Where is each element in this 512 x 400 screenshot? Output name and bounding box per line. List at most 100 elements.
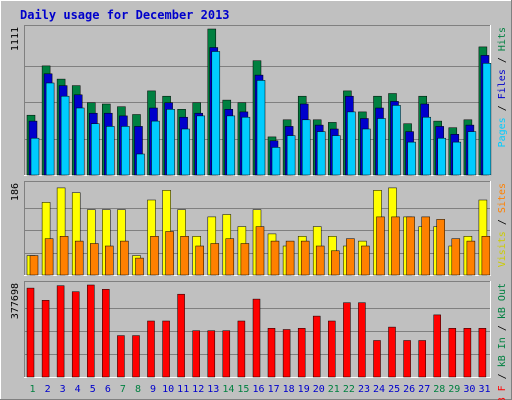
x-tick-label-day-26: 26 (403, 384, 415, 395)
bar-kb-f-day-11 (177, 293, 185, 378)
bar-pages-day-23 (362, 128, 371, 176)
bar-sites-day-11 (180, 236, 189, 276)
legend-part: kB In (497, 337, 508, 367)
bar-sites-day-3 (59, 236, 69, 276)
x-tick-label-day-4: 4 (75, 384, 81, 395)
bar-sites-day-26 (406, 216, 415, 276)
bar-pages-day-30 (467, 131, 477, 176)
bar-sites-day-24 (376, 216, 385, 276)
x-tick-label-day-21: 21 (328, 384, 340, 395)
bar-kb-f-day-10 (162, 320, 170, 378)
right-axis-legend: Pages / Files / Hits (497, 27, 508, 147)
bar-kb-f-day-30 (463, 328, 472, 378)
bar-kb-f-day-4 (71, 291, 80, 378)
bar-pages-day-21 (332, 135, 341, 176)
bar-kb-f-day-5 (87, 284, 95, 378)
bar-kb-f-day-3 (56, 285, 65, 378)
bar-kb-f-day-20 (312, 315, 321, 378)
x-tick-label-day-29: 29 (448, 384, 460, 395)
x-tick-label-day-5: 5 (90, 384, 96, 395)
x-tick-label-day-31: 31 (478, 384, 490, 395)
bar-pages-day-22 (347, 111, 356, 176)
bar-kb-f-day-18 (282, 329, 291, 378)
bar-pages-day-17 (271, 147, 281, 176)
y-max-label: 377698 (10, 283, 21, 319)
bar-sites-day-29 (451, 238, 461, 276)
x-tick-label-day-13: 13 (207, 384, 219, 395)
x-tick-label-day-8: 8 (135, 384, 141, 395)
bar-pages-day-6 (106, 126, 115, 176)
bar-kb-f-day-13 (207, 330, 216, 378)
legend-part: / (497, 367, 508, 385)
legend-part: / (497, 51, 508, 69)
bar-sites-day-21 (331, 250, 340, 276)
bar-sites-day-14 (225, 238, 235, 276)
right-axis-legend: kB F / kB In / kB Out (497, 283, 508, 400)
x-tick-label-day-11: 11 (177, 384, 189, 395)
bar-pages-day-1 (30, 137, 40, 176)
x-tick-label-day-22: 22 (343, 384, 355, 395)
y-max-label: 1111 (10, 27, 21, 51)
bar-kb-f-day-14 (222, 330, 231, 378)
bar-sites-day-2 (44, 238, 54, 276)
bar-pages-day-9 (151, 120, 160, 176)
legend-part: Files (497, 69, 508, 99)
bar-kb-f-day-17 (267, 328, 276, 378)
bar-sites-day-4 (74, 240, 84, 276)
bar-pages-day-12 (196, 115, 205, 176)
x-tick-label-day-23: 23 (358, 384, 370, 395)
x-tick-label-day-10: 10 (162, 384, 174, 395)
bar-sites-day-15 (240, 243, 250, 276)
bar-pages-day-18 (286, 135, 296, 176)
bar-kb-f-day-24 (373, 340, 381, 378)
legend-part: Hits (497, 27, 508, 51)
panel-hits-files-pages: 1111 Pages / Files / Hits (10, 25, 508, 176)
bar-pages-day-26 (407, 141, 416, 176)
bar-kb-f-day-9 (147, 320, 155, 378)
legend-part: kB Out (497, 283, 508, 319)
bar-pages-day-14 (226, 115, 236, 176)
bar-kb-f-day-12 (192, 330, 200, 378)
x-tick-label-day-24: 24 (373, 384, 385, 395)
bar-sites-day-1 (29, 255, 39, 276)
legend-part: Visits (497, 231, 508, 267)
bar-pages-day-10 (166, 109, 175, 176)
x-tick-label-day-30: 30 (463, 384, 475, 395)
legend-part: Sites (497, 183, 508, 213)
x-tick-label-day-14: 14 (222, 384, 234, 395)
x-tick-label-day-18: 18 (283, 384, 295, 395)
bar-sites-day-27 (421, 216, 430, 276)
bar-kb-f-day-6 (102, 289, 110, 378)
bar-pages-day-29 (452, 141, 462, 176)
bar-sites-day-5 (90, 243, 99, 276)
x-tick-label-day-17: 17 (268, 384, 280, 395)
x-tick-label-day-9: 9 (150, 384, 156, 395)
chart-title: Daily usage for December 2013 (20, 8, 230, 22)
bar-pages-day-5 (91, 123, 100, 176)
x-tick-label-day-15: 15 (237, 384, 249, 395)
bar-pages-day-7 (121, 126, 130, 176)
bar-pages-day-16 (256, 80, 266, 176)
bar-sites-day-12 (195, 245, 204, 276)
bar-pages-day-2 (45, 82, 55, 176)
x-tick-label-day-12: 12 (192, 384, 204, 395)
bar-kb-f-day-28 (433, 314, 441, 378)
bar-kb-f-day-16 (252, 298, 261, 378)
x-tick-label-day-25: 25 (388, 384, 400, 395)
bar-pages-day-31 (482, 63, 492, 176)
bar-sites-day-28 (436, 219, 445, 276)
bar-pages-day-24 (377, 118, 386, 176)
bar-sites-day-9 (150, 236, 159, 276)
legend-part: kB F (497, 385, 508, 400)
bar-sites-day-19 (300, 240, 310, 276)
y-max-label: 186 (10, 183, 21, 201)
bar-kb-f-day-27 (418, 340, 426, 378)
bar-kb-f-day-26 (403, 340, 411, 378)
x-tick-label-day-19: 19 (298, 384, 310, 395)
bar-pages-day-8 (136, 153, 145, 176)
bar-pages-day-19 (301, 119, 311, 176)
x-tick-label-day-6: 6 (105, 384, 111, 395)
bar-sites-day-6 (105, 245, 114, 276)
legend-part: / (497, 319, 508, 337)
